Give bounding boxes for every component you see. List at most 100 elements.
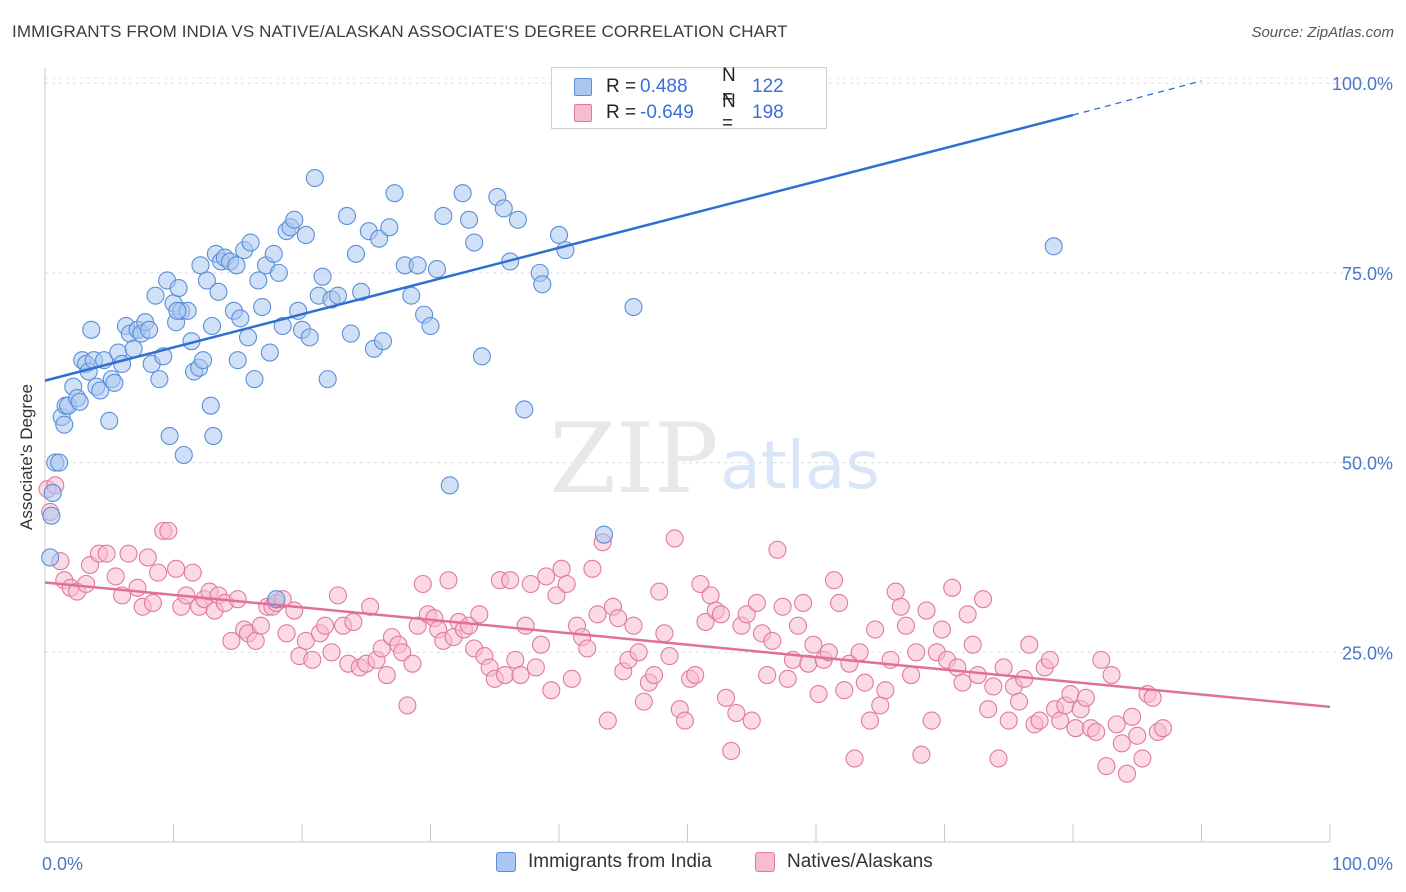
data-point bbox=[845, 749, 864, 768]
data-point bbox=[1087, 722, 1106, 742]
data-point bbox=[434, 206, 453, 226]
data-point bbox=[979, 700, 998, 719]
data-point bbox=[398, 696, 417, 715]
data-point bbox=[855, 673, 874, 692]
data-point bbox=[742, 711, 761, 730]
data-point bbox=[402, 286, 421, 305]
data-point bbox=[727, 703, 746, 723]
data-point bbox=[773, 597, 792, 616]
data-point bbox=[1143, 688, 1162, 707]
data-point bbox=[204, 426, 223, 446]
data-point bbox=[150, 370, 169, 389]
data-point bbox=[41, 548, 60, 567]
r-value: -0.649 bbox=[640, 102, 694, 123]
data-point bbox=[149, 563, 168, 582]
r-label: R = bbox=[606, 76, 637, 97]
data-point bbox=[222, 631, 241, 650]
data-point bbox=[686, 666, 705, 685]
data-point bbox=[160, 426, 179, 446]
data-point bbox=[313, 267, 332, 286]
data-point bbox=[866, 620, 885, 639]
data-point bbox=[542, 681, 561, 700]
trend-line-india bbox=[44, 113, 1074, 382]
data-point bbox=[231, 309, 250, 328]
data-point bbox=[552, 559, 571, 578]
data-point bbox=[249, 271, 268, 290]
watermark-atlas: atlas bbox=[720, 427, 880, 504]
data-point bbox=[408, 256, 427, 275]
data-point bbox=[245, 370, 264, 389]
data-point bbox=[296, 631, 315, 650]
data-point bbox=[238, 328, 258, 347]
data-point bbox=[896, 616, 916, 635]
data-point bbox=[413, 574, 432, 594]
data-point bbox=[588, 605, 607, 624]
trend-lines bbox=[44, 80, 1331, 709]
n-value: 198 bbox=[752, 102, 784, 123]
data-point bbox=[70, 392, 89, 411]
data-point bbox=[655, 624, 674, 643]
data-point bbox=[1092, 650, 1111, 669]
data-point bbox=[824, 571, 844, 590]
data-point bbox=[159, 521, 178, 540]
legend-item-natives[interactable]: Natives/Alaskans bbox=[755, 851, 933, 873]
data-point bbox=[598, 711, 617, 730]
data-point bbox=[194, 351, 213, 370]
data-point bbox=[341, 324, 360, 343]
data-point bbox=[788, 616, 808, 635]
data-point bbox=[912, 745, 931, 764]
watermark: ZIP atlas bbox=[549, 403, 879, 515]
n-label: N = bbox=[722, 65, 736, 108]
data-point bbox=[533, 275, 552, 294]
x-tick-label: 100.0% bbox=[1332, 854, 1393, 874]
data-point bbox=[241, 233, 260, 252]
data-point bbox=[300, 328, 319, 347]
data-point bbox=[804, 635, 823, 654]
data-point bbox=[277, 624, 296, 643]
data-point bbox=[943, 578, 962, 597]
data-point bbox=[701, 586, 720, 605]
data-point bbox=[253, 297, 272, 317]
data-point bbox=[403, 654, 422, 673]
data-point bbox=[380, 218, 399, 237]
trend-line-natives bbox=[44, 581, 1331, 709]
data-point bbox=[531, 635, 551, 654]
data-point bbox=[711, 605, 730, 624]
data-point bbox=[506, 650, 525, 669]
data-point bbox=[169, 279, 188, 298]
data-point bbox=[768, 540, 787, 559]
data-point bbox=[1123, 707, 1142, 726]
data-point bbox=[1117, 764, 1137, 783]
data-point bbox=[521, 574, 540, 594]
data-point bbox=[511, 666, 530, 685]
data-point bbox=[609, 609, 628, 628]
data-point bbox=[273, 316, 292, 336]
y-tick-label: 50.0% bbox=[1342, 454, 1393, 474]
data-point bbox=[1076, 688, 1095, 707]
data-point bbox=[50, 453, 69, 472]
data-point bbox=[1097, 757, 1116, 776]
data-point bbox=[316, 616, 335, 635]
series-natives-alaskans bbox=[38, 476, 1172, 783]
data-point bbox=[547, 586, 566, 605]
data-point bbox=[303, 650, 322, 669]
data-point bbox=[1153, 719, 1172, 738]
data-point bbox=[594, 525, 614, 544]
data-point bbox=[370, 229, 389, 248]
data-point bbox=[562, 669, 581, 688]
chart-title: IMMIGRANTS FROM INDIA VS NATIVE/ALASKAN … bbox=[12, 22, 788, 41]
data-point bbox=[1044, 237, 1063, 256]
data-point bbox=[1009, 692, 1029, 711]
legend-item-india[interactable]: Immigrants from India bbox=[496, 851, 712, 873]
data-point bbox=[675, 711, 694, 730]
data-point bbox=[77, 574, 96, 594]
data-point bbox=[305, 168, 324, 188]
data-point bbox=[794, 593, 813, 613]
data-point bbox=[260, 343, 279, 362]
data-point bbox=[346, 244, 366, 263]
legend-swatch-india bbox=[574, 78, 592, 96]
data-point bbox=[660, 647, 679, 666]
data-point bbox=[361, 597, 380, 616]
y-axis-label: Associate's Degree bbox=[17, 384, 36, 530]
data-point bbox=[1040, 650, 1059, 669]
